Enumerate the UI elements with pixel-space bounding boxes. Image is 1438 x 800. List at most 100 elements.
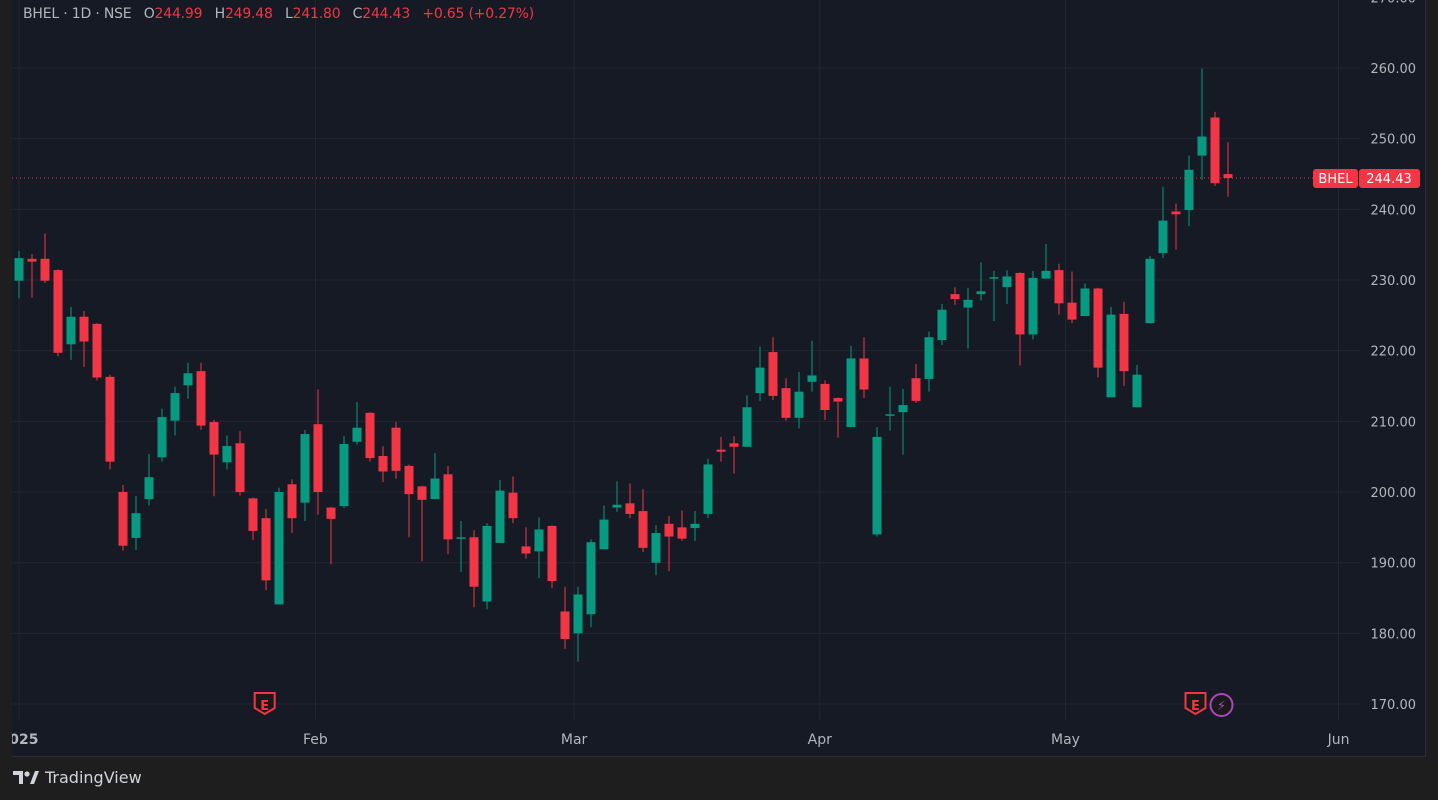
legend-interval[interactable]: 1D: [71, 6, 92, 22]
candle[interactable]: [677, 510, 687, 541]
candle[interactable]: [326, 506, 336, 565]
candle[interactable]: [1080, 283, 1090, 317]
candle[interactable]: [300, 429, 310, 521]
legend-symbol[interactable]: BHEL: [23, 6, 59, 22]
candle[interactable]: [157, 408, 167, 462]
candle[interactable]: [105, 374, 115, 470]
candle[interactable]: [976, 262, 986, 301]
candle[interactable]: [1184, 155, 1194, 227]
candle[interactable]: [14, 251, 24, 299]
candle[interactable]: [235, 431, 245, 496]
candle[interactable]: [833, 397, 843, 438]
candle[interactable]: [27, 253, 37, 298]
candle[interactable]: [950, 287, 960, 305]
candle[interactable]: [794, 371, 804, 429]
candle[interactable]: [1067, 271, 1077, 324]
candle[interactable]: [118, 484, 128, 551]
candle[interactable]: [859, 337, 869, 399]
candle[interactable]: [664, 516, 674, 572]
candle[interactable]: [690, 511, 700, 541]
candle[interactable]: [79, 311, 89, 367]
candle[interactable]: [807, 340, 817, 392]
candle[interactable]: [781, 378, 791, 421]
candle[interactable]: [378, 446, 388, 483]
candle[interactable]: [443, 465, 453, 555]
candle[interactable]: [53, 269, 63, 357]
candle[interactable]: [1106, 306, 1116, 398]
candle[interactable]: [768, 337, 778, 401]
candle[interactable]: [40, 233, 50, 283]
candle[interactable]: [703, 458, 713, 519]
candle[interactable]: [66, 306, 76, 360]
candle[interactable]: [1054, 263, 1064, 315]
candle[interactable]: [287, 479, 297, 534]
candle[interactable]: [521, 527, 531, 559]
earnings-icon[interactable]: E: [253, 692, 276, 716]
candle[interactable]: [534, 517, 544, 579]
candle[interactable]: [846, 345, 856, 428]
candle[interactable]: [820, 380, 830, 420]
candle[interactable]: [924, 331, 934, 392]
earnings-icon[interactable]: E: [1184, 692, 1207, 716]
candle[interactable]: [131, 496, 141, 550]
candle[interactable]: [872, 427, 882, 537]
candle[interactable]: [495, 480, 505, 543]
candle[interactable]: [612, 481, 622, 512]
candle[interactable]: [573, 586, 583, 662]
candle[interactable]: [339, 436, 349, 509]
candle[interactable]: [963, 287, 973, 349]
candle[interactable]: [1028, 270, 1038, 340]
candle[interactable]: [1197, 68, 1207, 180]
candle[interactable]: [365, 412, 375, 462]
candle[interactable]: [560, 586, 570, 649]
candle[interactable]: [1119, 301, 1129, 387]
candle[interactable]: [456, 520, 466, 572]
tradingview-logo[interactable]: TradingView: [13, 768, 142, 787]
candle[interactable]: [92, 323, 102, 381]
candle[interactable]: [755, 346, 765, 401]
candle[interactable]: [261, 508, 271, 591]
candle[interactable]: [313, 389, 323, 515]
candle[interactable]: [1002, 270, 1012, 305]
candle[interactable]: [183, 362, 193, 399]
candle[interactable]: [625, 483, 635, 519]
candle[interactable]: [1223, 142, 1233, 197]
candle[interactable]: [248, 497, 258, 541]
candle[interactable]: [911, 364, 921, 403]
candle[interactable]: [586, 539, 596, 627]
candle[interactable]: [404, 464, 414, 538]
candle[interactable]: [898, 388, 908, 455]
candle[interactable]: [1041, 243, 1051, 279]
candle[interactable]: [1171, 203, 1181, 250]
chart-panel[interactable]: 170.00 180.00 190.00 200.00 210.00 220.00 230.…: [12, 0, 1426, 757]
candle[interactable]: [274, 487, 284, 605]
candle[interactable]: [144, 453, 154, 506]
candlestick-chart[interactable]: 170.00 180.00 190.00 200.00 210.00 220.00 230.…: [12, 0, 1425, 756]
candle[interactable]: [1145, 255, 1155, 324]
candle[interactable]: [989, 270, 999, 321]
candle[interactable]: [1210, 111, 1220, 187]
candle[interactable]: [1015, 272, 1025, 366]
candle[interactable]: [170, 386, 180, 436]
candle[interactable]: [209, 419, 219, 497]
candle[interactable]: [1132, 364, 1142, 408]
candle[interactable]: [742, 395, 752, 447]
candle[interactable]: [508, 476, 518, 524]
candle[interactable]: [885, 386, 895, 431]
candle[interactable]: [729, 436, 739, 474]
dividend-icon[interactable]: ⚡: [1209, 693, 1234, 717]
candle[interactable]: [196, 362, 206, 430]
candle[interactable]: [417, 485, 427, 562]
candle[interactable]: [651, 525, 661, 576]
candle[interactable]: [469, 530, 479, 608]
candle[interactable]: [391, 422, 401, 479]
candle[interactable]: [1158, 186, 1168, 259]
candle[interactable]: [430, 453, 440, 500]
candle[interactable]: [599, 505, 609, 550]
candle[interactable]: [638, 489, 648, 553]
candle[interactable]: [716, 436, 726, 462]
candle[interactable]: [1093, 287, 1103, 378]
candle[interactable]: [222, 435, 232, 470]
candle[interactable]: [547, 525, 557, 589]
candle[interactable]: [352, 402, 362, 445]
